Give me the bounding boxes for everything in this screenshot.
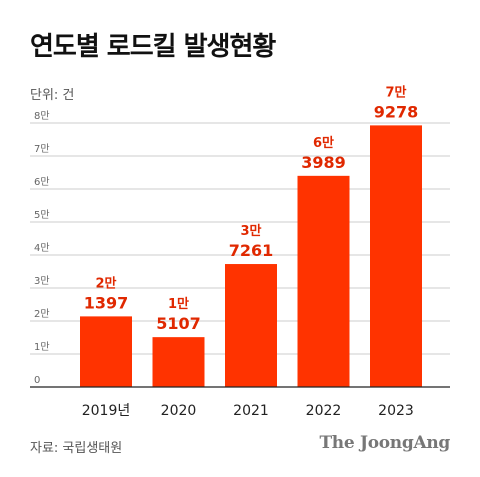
x-tick-label: 2023 bbox=[378, 403, 414, 419]
y-tick-label: 1만 bbox=[34, 341, 50, 353]
brand-logo: The JoongAng bbox=[319, 433, 450, 453]
data-label-top: 1만 bbox=[168, 296, 189, 312]
bar bbox=[297, 175, 350, 387]
bar bbox=[370, 125, 422, 387]
data-label-bottom: 1397 bbox=[84, 293, 129, 312]
y-tick-label: 4만 bbox=[34, 242, 50, 254]
x-tick-label: 2019년 bbox=[82, 403, 131, 419]
y-tick-label: 7만 bbox=[34, 143, 50, 155]
source-note: 자료: 국립생태원 bbox=[30, 441, 123, 456]
data-label-bottom: 9278 bbox=[374, 102, 419, 121]
unit-label: 단위: 건 bbox=[30, 88, 75, 103]
data-label-top: 2만 bbox=[95, 275, 116, 291]
data-labels: 2만 1397 1만 5107 3만 7261 6만 3989 7만 9278 bbox=[84, 84, 419, 333]
y-tick-label: 8만 bbox=[34, 110, 50, 122]
bar-chart: 0 1만 2만 3만 4만 5만 6만 7만 8만 2만 1397 1만 5107 3만 7261 6만 39… bbox=[30, 84, 450, 419]
y-tick-label: 3만 bbox=[34, 275, 50, 287]
y-axis-ticks: 0 1만 2만 3만 4만 5만 6만 7만 8만 bbox=[34, 110, 50, 386]
data-label-top: 3만 bbox=[240, 223, 261, 239]
data-label-top: 7만 bbox=[385, 84, 406, 100]
y-tick-label: 5만 bbox=[34, 209, 50, 221]
x-tick-label: 2020 bbox=[161, 403, 197, 419]
x-axis-labels: 2019년 2020 2021 2022 2023 bbox=[82, 403, 414, 419]
x-tick-label: 2021 bbox=[233, 403, 269, 419]
bar bbox=[152, 337, 205, 387]
bars bbox=[80, 125, 422, 387]
y-tick-label: 2만 bbox=[34, 308, 50, 320]
bar bbox=[225, 264, 277, 387]
chart-title: 연도별 로드킬 발생현황 bbox=[30, 32, 276, 62]
bar bbox=[80, 316, 132, 387]
x-tick-label: 2022 bbox=[306, 403, 342, 419]
data-label-bottom: 3989 bbox=[301, 153, 346, 172]
data-label-top: 6만 bbox=[313, 135, 334, 151]
y-tick-label: 6만 bbox=[34, 176, 50, 188]
data-label-bottom: 7261 bbox=[229, 241, 274, 260]
y-tick-label: 0 bbox=[34, 375, 40, 386]
data-label-bottom: 5107 bbox=[156, 314, 201, 333]
